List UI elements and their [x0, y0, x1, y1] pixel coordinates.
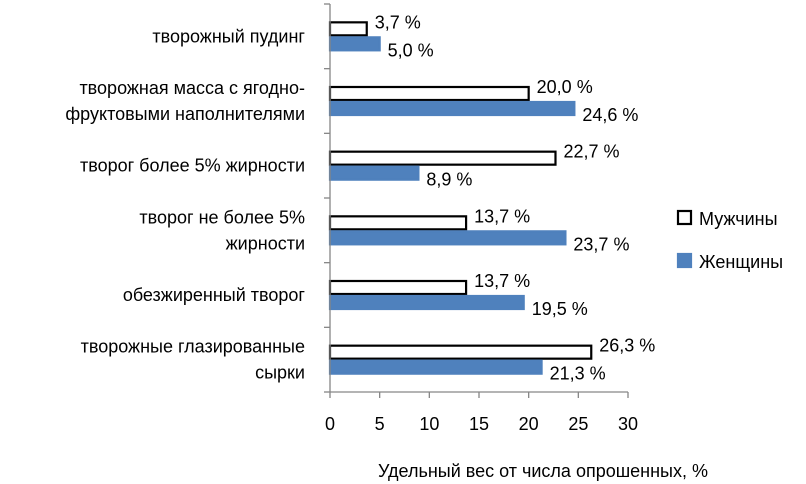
category-label: сырки — [255, 363, 305, 383]
x-tick-label: 5 — [375, 414, 385, 434]
category-label: творог не более 5% — [139, 207, 305, 227]
axis-ticks-group: 0 5 10 15 20 25 30 — [324, 3, 638, 434]
bar-men — [328, 344, 593, 360]
bar-women — [328, 294, 525, 311]
category-label: жирности — [226, 233, 305, 253]
category-label: творог более 5% жирности — [80, 156, 305, 176]
bar-women — [328, 230, 567, 246]
bar-men — [328, 85, 530, 102]
x-tick-label: 20 — [519, 414, 539, 434]
category-label: обезжиренный творог — [123, 285, 306, 305]
legend-label-men: Мужчины — [699, 209, 778, 229]
value-label-men: 20,0 % — [537, 77, 593, 97]
value-label-men: 3,7 % — [375, 12, 421, 32]
value-labels-group: 3,7 %5,0 %20,0 %24,6 %22,7 %8,9 %13,7 %2… — [375, 12, 656, 383]
x-tick-label: 15 — [469, 414, 489, 434]
bar-women — [328, 165, 420, 181]
legend-swatch-women — [676, 252, 693, 269]
bar-men — [328, 215, 468, 231]
category-label: творожные глазированные — [81, 337, 305, 357]
value-label-men: 13,7 % — [474, 271, 530, 291]
category-labels-group: творожный пудинг творожная масса с ягодно… — [65, 26, 305, 382]
bar-men — [328, 150, 557, 166]
x-tick-label: 10 — [419, 414, 439, 434]
x-tick-label: 0 — [325, 414, 335, 434]
legend-swatch-men — [676, 209, 693, 226]
bar-women — [328, 100, 576, 117]
value-label-women: 24,6 % — [582, 105, 638, 125]
legend-label-women: Женщины — [699, 252, 783, 272]
bar-women — [328, 36, 381, 52]
legend: Мужчины Женщины — [676, 209, 783, 272]
value-label-women: 19,5 % — [532, 299, 588, 319]
category-label: фруктовыми наполнителями — [65, 104, 305, 124]
value-label-women: 21,3 % — [550, 364, 606, 384]
value-label-women: 8,9 % — [426, 170, 472, 190]
category-label: творожная масса с ягодно- — [79, 78, 305, 98]
value-label-men: 13,7 % — [474, 206, 530, 226]
bar-women — [328, 359, 543, 375]
bar-men — [328, 21, 368, 37]
x-tick-label: 25 — [568, 414, 588, 434]
value-label-women: 23,7 % — [573, 234, 629, 254]
x-tick-label: 30 — [618, 414, 638, 434]
bar-men — [328, 279, 468, 296]
value-label-men: 26,3 % — [599, 336, 655, 356]
category-label: творожный пудинг — [152, 26, 305, 46]
value-label-women: 5,0 % — [388, 40, 434, 60]
x-axis-title: Удельный вес от числа опрошенных, % — [378, 461, 708, 481]
bars-group — [328, 21, 593, 375]
value-label-men: 22,7 % — [563, 142, 619, 162]
